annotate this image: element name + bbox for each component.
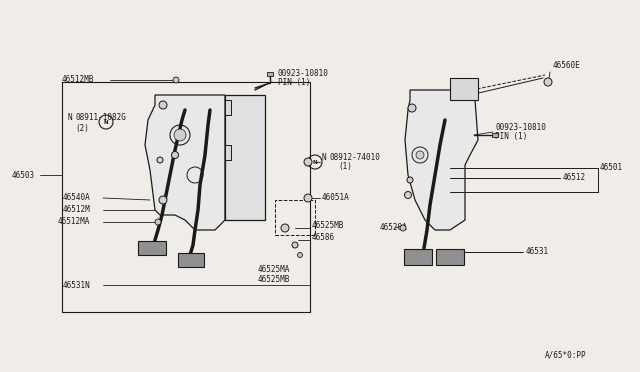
Text: 46525MA: 46525MA [258, 266, 291, 275]
Text: N: N [104, 119, 108, 125]
Text: 46560E: 46560E [553, 61, 580, 70]
Circle shape [159, 101, 167, 109]
Polygon shape [405, 90, 478, 230]
Circle shape [400, 225, 406, 231]
Text: N: N [313, 160, 317, 164]
Bar [138, 241, 166, 255]
Text: 46501: 46501 [600, 164, 623, 173]
Text: 46512M: 46512M [63, 205, 91, 215]
Text: N: N [68, 113, 72, 122]
Text: A/65*0:PP: A/65*0:PP [545, 350, 587, 359]
Circle shape [304, 194, 312, 202]
Text: 46503: 46503 [12, 170, 35, 180]
Text: 46512: 46512 [563, 173, 586, 183]
Text: 00923-10810: 00923-10810 [278, 68, 329, 77]
Text: 00923-10810: 00923-10810 [495, 124, 546, 132]
Bar [225, 95, 265, 220]
Text: 46051A: 46051A [322, 193, 349, 202]
Text: (1): (1) [338, 163, 352, 171]
Circle shape [155, 219, 161, 225]
Text: 46531N: 46531N [63, 280, 91, 289]
Circle shape [173, 77, 179, 83]
Text: (2): (2) [75, 124, 89, 132]
Circle shape [404, 192, 412, 199]
Circle shape [174, 129, 186, 141]
Text: 46520A: 46520A [380, 224, 408, 232]
Bar [225, 145, 231, 160]
Circle shape [544, 78, 552, 86]
Circle shape [281, 224, 289, 232]
Circle shape [292, 242, 298, 248]
Bar [225, 100, 231, 115]
Circle shape [298, 253, 303, 257]
Circle shape [416, 151, 424, 159]
Circle shape [407, 177, 413, 183]
Text: PIN (1): PIN (1) [278, 77, 310, 87]
Text: 46586: 46586 [312, 234, 335, 243]
Text: 08912-74010: 08912-74010 [330, 153, 381, 161]
Bar [404, 249, 432, 265]
Text: 46531: 46531 [526, 247, 549, 257]
Circle shape [408, 104, 416, 112]
Text: PIN (1): PIN (1) [495, 132, 527, 141]
Text: N: N [322, 153, 326, 161]
Bar [178, 253, 204, 267]
Circle shape [172, 151, 179, 158]
Text: 46525MB: 46525MB [312, 221, 344, 230]
Circle shape [304, 158, 312, 166]
Text: 46525MB: 46525MB [258, 276, 291, 285]
Circle shape [157, 157, 163, 163]
Text: 08911-1082G: 08911-1082G [75, 113, 126, 122]
Bar [492, 133, 498, 137]
Bar [267, 72, 273, 76]
Text: 46512MB: 46512MB [62, 76, 94, 84]
Text: 46512MA: 46512MA [58, 218, 90, 227]
Polygon shape [145, 95, 225, 230]
Bar [450, 78, 478, 100]
Text: 46540A: 46540A [63, 193, 91, 202]
Circle shape [159, 196, 167, 204]
Bar [436, 249, 464, 265]
